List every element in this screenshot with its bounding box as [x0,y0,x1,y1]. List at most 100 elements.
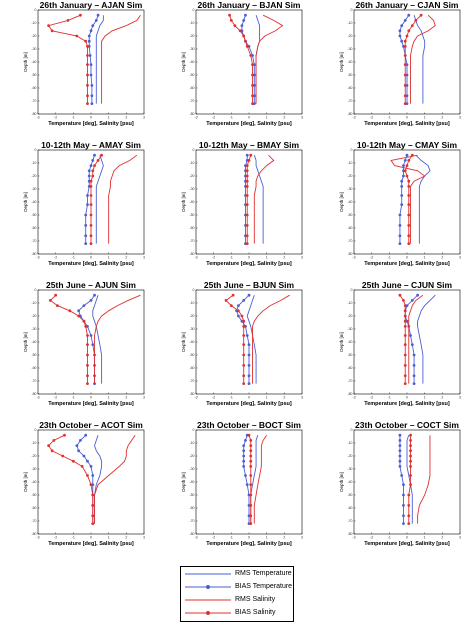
data-point [245,203,249,207]
data-point [403,382,407,385]
data-point [414,19,418,22]
data-point [403,364,407,367]
chart-title: 25th June – BJUN Sim [204,280,295,290]
data-point [86,45,89,48]
data-point [407,13,411,17]
x-tick-label: -3 [352,116,355,120]
chart-panel: 23th October – ACOT Sim -80 -70 -60 -50 -40 -3… [23,420,145,547]
data-point [403,54,407,57]
legend-label: BIAS Salinity [235,609,276,616]
x-tick-label: 0 [90,256,92,260]
x-tick-label: 1 [266,536,268,540]
data-point [47,24,50,27]
chart-panel: 26th January – AJAN Sim -80 -70 -60 -50 -40 -3… [23,0,145,127]
y-tick-label: -30 [31,327,36,331]
data-point [402,522,405,525]
data-point [91,504,95,507]
x-tick-label: -3 [352,256,355,260]
y-tick-label: -70 [347,99,352,103]
data-point [87,169,91,173]
series-line [229,15,253,104]
data-point [398,454,402,458]
x-tick-label: -2 [54,116,57,120]
data-point [50,449,54,453]
data-point [77,309,81,313]
data-point [398,242,402,246]
data-point [409,444,412,447]
data-point [61,454,65,458]
y-tick-label: -20 [347,34,352,38]
series-line [94,294,141,384]
x-axis-label: Temperature [deg], Salinity [psu] [206,401,292,407]
data-point [79,13,82,17]
data-point [89,194,93,197]
data-point [249,474,253,477]
data-point [86,203,89,207]
x-tick-label: -3 [194,396,197,400]
data-point [403,63,407,66]
series-line [415,154,431,244]
data-point [402,299,405,302]
x-tick-label: -1 [388,116,391,120]
data-point [402,164,405,168]
legend-swatch [185,599,231,601]
data-point [245,194,249,197]
data-point [249,54,253,57]
y-tick-label: -50 [189,493,194,497]
x-tick-label: 2 [283,116,285,120]
chart-title: 25th June – CJUN Sim [362,280,453,290]
chart-panel: 26th January – BJAN Sim -80 -70 -60 -50 -40 -3… [181,0,303,127]
series-line [255,15,261,104]
data-point [86,382,89,385]
chart-title: 23th October – BOCT Sim [197,420,301,430]
data-point [89,203,93,207]
data-point [71,459,75,463]
chart-panel: 26th January – CJAN Sim -80 -70 -60 -50 -40 -3… [339,0,461,127]
x-tick-label: 2 [283,256,285,260]
data-point [86,102,89,105]
x-tick-label: 3 [143,536,145,540]
x-tick-label: 0 [248,536,250,540]
y-tick-label: -40 [31,200,36,204]
y-tick-label: -50 [31,493,36,497]
x-tick-label: 3 [301,536,303,540]
y-axis-label: Depth [m] [339,332,344,352]
x-tick-label: 2 [441,396,443,400]
data-point [242,19,246,22]
chart-panel: 10-12th May – CMAY Sim-80-70-60-50-40-30… [339,140,461,267]
x-tick-label: -1 [230,396,233,400]
x-tick-label: -1 [388,396,391,400]
x-axis-label: Temperature [deg], Salinity [psu] [206,541,292,547]
data-point [403,73,407,77]
x-tick-label: -2 [370,256,373,260]
data-point [91,514,95,518]
data-point [86,474,89,477]
x-tick-label: 3 [301,256,303,260]
x-tick-label: 2 [441,256,443,260]
data-point [84,224,88,227]
series-line [252,294,290,384]
data-point [407,504,411,507]
data-point [90,102,94,105]
data-point [91,169,95,173]
data-point [245,334,249,337]
x-tick-label: 0 [406,396,408,400]
x-tick-label: -1 [230,536,233,540]
y-tick-label: -20 [347,314,352,318]
data-point [400,203,404,207]
data-point [238,29,242,33]
y-tick-label: -10 [347,301,352,305]
y-tick-label: -20 [31,174,36,178]
data-point [398,293,402,297]
data-point [409,465,412,468]
x-tick-label: -2 [212,116,215,120]
series-line [253,154,275,244]
x-tick-label: 3 [143,256,145,260]
data-point [89,465,93,468]
data-point [398,433,402,437]
y-tick-label: -10 [31,441,36,445]
data-point [80,465,84,468]
series-line [399,294,406,384]
legend-label: RMS Temperature [235,570,292,577]
data-point [249,483,253,486]
